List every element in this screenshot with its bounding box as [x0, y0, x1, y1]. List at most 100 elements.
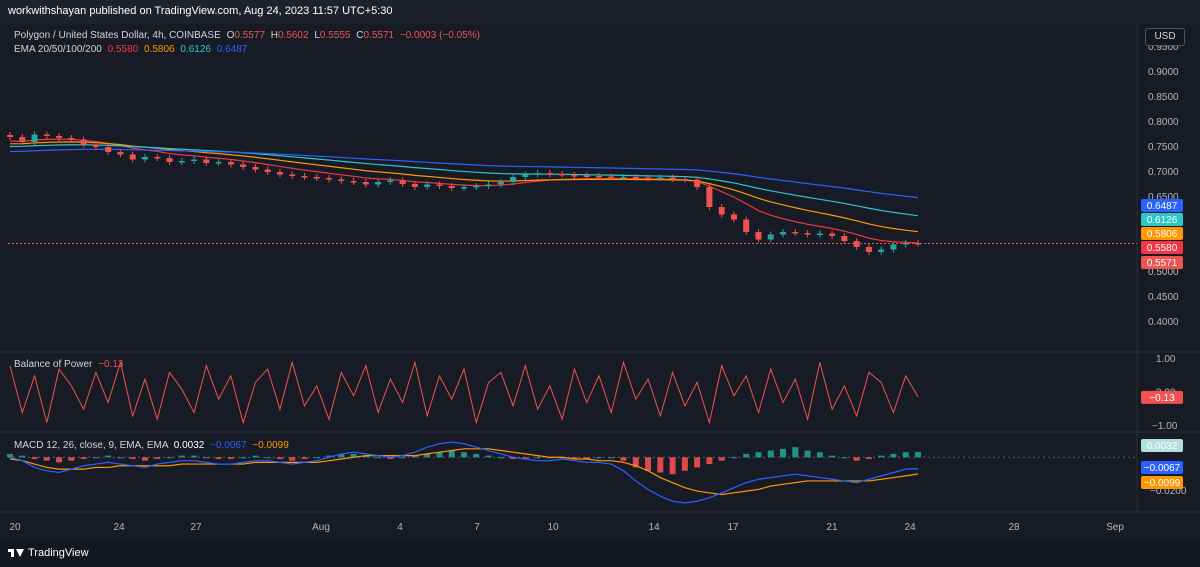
- macd-histogram-bar: [240, 457, 247, 459]
- price-tick-label: 0.7500: [1148, 142, 1179, 153]
- candle-body: [375, 182, 382, 185]
- macd-histogram-bar: [289, 457, 296, 461]
- time-tick-label: 14: [648, 522, 660, 533]
- candle-body: [510, 177, 517, 182]
- price-tick-label: 0.7000: [1148, 167, 1179, 178]
- macd-histogram-bar: [853, 457, 860, 461]
- price-tick-label: 0.5000: [1148, 267, 1179, 278]
- candle-body: [681, 179, 688, 181]
- macd-histogram-bar: [43, 457, 50, 461]
- candle-body: [780, 232, 787, 235]
- candle-body: [80, 139, 87, 145]
- candle-body: [534, 173, 541, 175]
- candle-body: [166, 158, 173, 162]
- candle-body: [154, 157, 161, 159]
- candle-body: [313, 177, 320, 179]
- high-value: 0.5602: [277, 30, 309, 41]
- macd-histogram-bar: [816, 452, 823, 458]
- price-tag-label: 0.6126: [1147, 215, 1178, 226]
- macd-tag-label: 0.0032: [1147, 441, 1178, 452]
- macd-histogram-bar: [424, 453, 431, 458]
- time-tick-label: 21: [826, 522, 838, 533]
- bop-tag: [1141, 390, 1183, 404]
- macd-histogram-bar: [350, 453, 357, 458]
- candle-body: [350, 181, 357, 183]
- price-tag: [1141, 227, 1183, 240]
- candle-body: [755, 232, 762, 240]
- open-label: O: [226, 30, 235, 41]
- currency-button[interactable]: USD: [1145, 28, 1185, 46]
- candle-body: [816, 233, 823, 235]
- candle-body: [43, 134, 50, 136]
- macd-tag: [1141, 461, 1183, 474]
- macd-histogram-bar: [436, 452, 443, 458]
- candle-body: [92, 144, 99, 147]
- candle-body: [608, 176, 615, 178]
- macd-histogram-bar: [620, 457, 627, 461]
- macd-histogram-bar: [645, 457, 652, 471]
- bop-tag-label: −0.13: [1149, 393, 1175, 404]
- candle-body: [264, 169, 271, 172]
- symbol-title: Polygon / United States Dollar, 4h, COIN…: [14, 30, 221, 41]
- candle-body: [362, 182, 369, 185]
- macd-histogram-bar: [56, 457, 63, 463]
- candle-body: [7, 135, 13, 137]
- publisher-text: workwithshayan published on TradingView.…: [8, 5, 393, 17]
- candle-body: [252, 167, 259, 170]
- macd-line-value: −0.0067: [210, 440, 247, 451]
- macd-histogram-bar: [129, 457, 136, 459]
- price-tag-label: 0.5580: [1147, 243, 1178, 254]
- macd-histogram-bar: [154, 457, 161, 459]
- open-value: 0.5577: [234, 30, 265, 41]
- price-tick-label: 0.9500: [1148, 42, 1179, 53]
- candle-body: [620, 177, 627, 179]
- macd-histogram-bar: [203, 457, 210, 459]
- candle-body: [718, 207, 725, 215]
- time-tick-label: 17: [727, 522, 739, 533]
- candle-body: [289, 174, 296, 176]
- ema100-line: [9, 144, 919, 217]
- macd-histogram-bar: [497, 457, 504, 459]
- macd-histogram-bar: [227, 457, 234, 459]
- macd-legend: MACD 12, 26, close, 9, EMA, EMA 0.0032 −…: [14, 440, 289, 451]
- macd-histogram-bar: [878, 455, 885, 458]
- macd-histogram-bar: [657, 457, 664, 473]
- macd-histogram-bar: [743, 453, 750, 458]
- macd-signal-line: [9, 448, 919, 496]
- candle-body: [461, 187, 467, 189]
- chart-area[interactable]: [0, 24, 1200, 542]
- ema20-line: [9, 138, 919, 244]
- macd-histogram-bar: [191, 455, 198, 458]
- macd-histogram-bar: [92, 457, 99, 459]
- candle-body: [301, 176, 308, 178]
- candle-body: [215, 162, 222, 164]
- macd-histogram-bar: [571, 457, 578, 459]
- macd-histogram-bar: [448, 450, 455, 458]
- candle-body: [68, 138, 75, 140]
- macd-histogram-bar: [264, 457, 271, 459]
- time-tick-label: 20: [9, 522, 21, 533]
- candle-body: [191, 159, 198, 161]
- ema50-value: 0.5806: [144, 44, 175, 55]
- macd-label: MACD 12, 26, close, 9, EMA, EMA: [14, 440, 168, 451]
- tradingview-brand[interactable]: TradingView: [8, 547, 89, 559]
- macd-histogram-bar: [792, 447, 799, 458]
- candle-body: [473, 186, 480, 188]
- macd-histogram-bar: [755, 452, 762, 458]
- time-tick-label: 24: [113, 522, 125, 533]
- candle-body: [56, 136, 63, 138]
- candle-body: [31, 134, 38, 142]
- macd-histogram-bar: [632, 457, 639, 468]
- macd-signal-value: −0.0099: [252, 440, 289, 451]
- time-tick-label: Aug: [312, 522, 330, 533]
- candle-body: [559, 174, 566, 176]
- publish-header: workwithshayan published on TradingView.…: [0, 0, 1200, 24]
- ema100-value: 0.6126: [180, 44, 211, 55]
- bop-legend: Balance of Power −0.13: [14, 359, 123, 370]
- macd-histogram-bar: [166, 457, 173, 459]
- candle-body: [227, 162, 234, 165]
- macd-histogram-bar: [215, 457, 222, 459]
- macd-histogram-bar: [706, 457, 713, 465]
- candle-body: [645, 177, 652, 179]
